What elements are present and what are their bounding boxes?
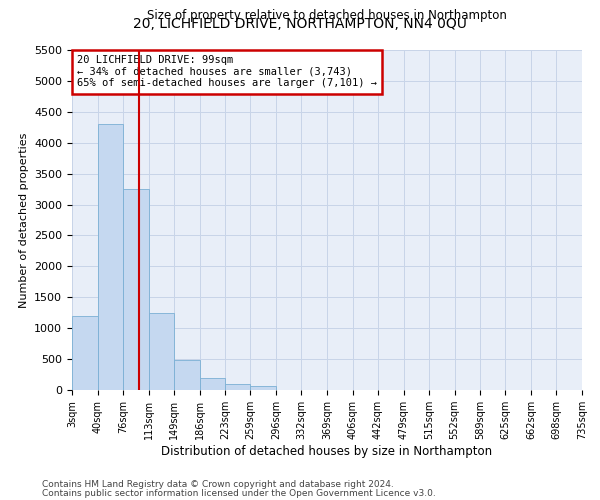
Bar [123, 189, 149, 390]
Text: Contains HM Land Registry data © Crown copyright and database right 2024.: Contains HM Land Registry data © Crown c… [42, 480, 394, 489]
Bar [149, 312, 174, 390]
Text: Contains public sector information licensed under the Open Government Licence v3: Contains public sector information licen… [42, 488, 436, 498]
Bar [98, 124, 123, 390]
Bar [250, 386, 276, 390]
Text: 20 LICHFIELD DRIVE: 99sqm
← 34% of detached houses are smaller (3,743)
65% of se: 20 LICHFIELD DRIVE: 99sqm ← 34% of detac… [77, 55, 377, 88]
Bar [199, 378, 225, 390]
Title: Size of property relative to detached houses in Northampton: Size of property relative to detached ho… [147, 10, 507, 22]
Bar [174, 360, 199, 390]
Bar [225, 384, 250, 390]
X-axis label: Distribution of detached houses by size in Northampton: Distribution of detached houses by size … [161, 445, 493, 458]
Bar [72, 316, 98, 390]
Y-axis label: Number of detached properties: Number of detached properties [19, 132, 29, 308]
Text: 20, LICHFIELD DRIVE, NORTHAMPTON, NN4 0QU: 20, LICHFIELD DRIVE, NORTHAMPTON, NN4 0Q… [133, 18, 467, 32]
